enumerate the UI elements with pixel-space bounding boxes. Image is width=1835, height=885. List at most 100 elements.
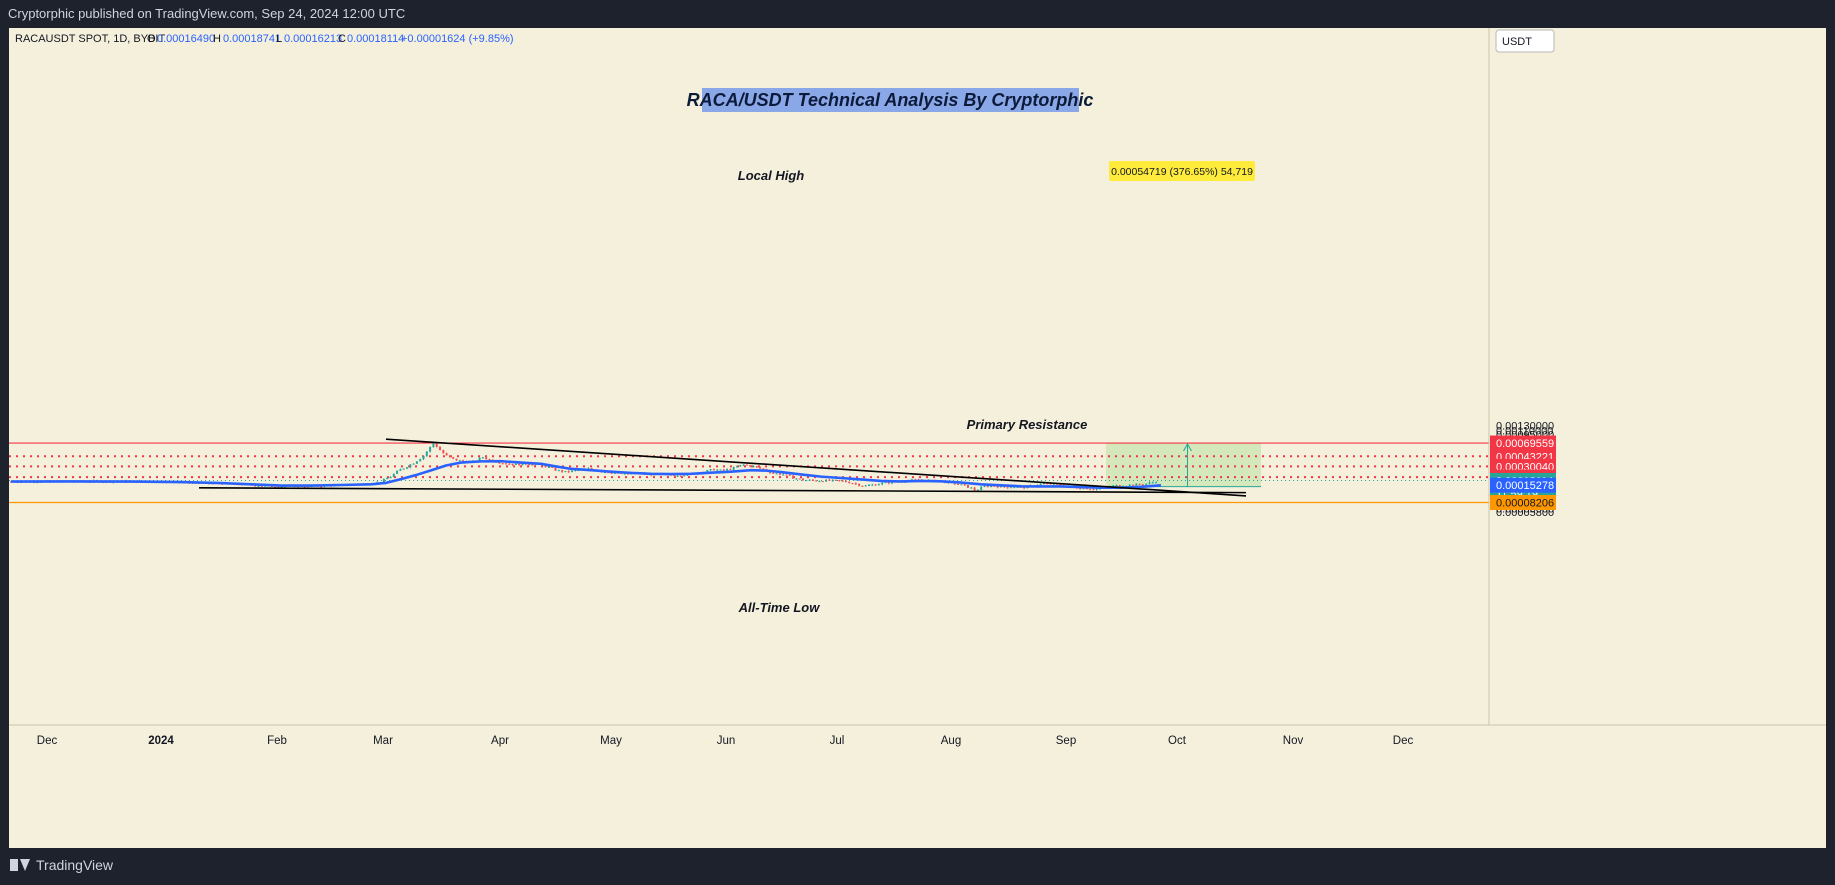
candle-body <box>1085 488 1088 490</box>
candle-body <box>1082 488 1085 490</box>
trendline-descending-resistance[interactable] <box>385 438 1247 497</box>
candle-body <box>1039 483 1042 486</box>
chart-frame[interactable]: RACAUSDT SPOT, 1D, BYBIT O 0.00016490 H … <box>9 28 1826 848</box>
candle-body <box>716 469 719 471</box>
candle-body <box>280 486 283 488</box>
candle-body <box>399 469 402 471</box>
time-axis[interactable]: Dec 2024 Feb Mar Apr May Jun Jul Aug Sep Oct Nov Dec <box>9 724 1826 747</box>
candle-body <box>1052 483 1055 485</box>
symbol-legend: RACAUSDT SPOT, 1D, BYBIT O 0.00016490 H … <box>15 33 514 45</box>
candle-body <box>798 478 801 480</box>
candle-body <box>392 473 395 477</box>
legend-h-label: H <box>213 33 221 45</box>
x-tick-label: Dec <box>1393 735 1414 747</box>
candle-body <box>841 480 844 482</box>
projection-label: 0.00054719 (376.65%) 54,719 <box>1111 166 1253 178</box>
legend-c-label: C <box>338 33 346 45</box>
x-tick-label: Nov <box>1283 735 1304 747</box>
candle-body <box>1115 485 1118 487</box>
x-tick-label: Jul <box>830 735 845 747</box>
candle-body <box>1135 483 1138 486</box>
legend-o-label: O <box>147 33 156 45</box>
candle-body <box>481 457 484 459</box>
candle-body <box>996 486 999 488</box>
candle-body <box>884 482 887 484</box>
y-tick-label: 0.00130000 <box>1496 421 1554 433</box>
y-tick-label: 0.00005800 <box>1496 507 1554 519</box>
candle-body <box>571 470 573 472</box>
chart-title-group: RACA/USDT Technical Analysis By Cryptorp… <box>687 88 1093 112</box>
candle-body <box>1112 485 1115 487</box>
candle-body <box>1132 484 1134 486</box>
candle-body <box>742 464 745 466</box>
candle-body <box>590 468 593 470</box>
candle-body <box>564 471 567 473</box>
price-axis[interactable]: 0.001300000.001100000.000950000.00080000… <box>1488 28 1556 725</box>
candle-body <box>891 481 894 484</box>
x-tick-label: Aug <box>941 735 961 747</box>
candle-body <box>736 466 738 468</box>
candle-body <box>254 485 257 487</box>
candle-body <box>1049 483 1052 485</box>
candle-body <box>835 479 837 481</box>
price-label-resistance: 0.00069559 <box>1496 438 1554 450</box>
candle-body <box>729 469 732 471</box>
legend-change: +0.00001624 (+9.85%) <box>401 33 514 45</box>
candle-body <box>676 475 679 477</box>
candle-body <box>854 483 857 485</box>
candle-body <box>993 485 996 487</box>
candle-body <box>604 472 606 474</box>
candle-body <box>531 464 534 466</box>
candle-body <box>429 446 432 452</box>
candle-body <box>825 479 828 482</box>
candle-body <box>782 474 785 476</box>
candle-body <box>442 450 445 454</box>
candle-body <box>389 476 392 479</box>
legend-l-value: 0.00016213 <box>284 33 342 45</box>
candle-body <box>851 483 854 485</box>
x-tick-label: Dec <box>37 735 58 747</box>
candle-body <box>752 466 755 468</box>
candle-body <box>1138 483 1141 485</box>
candle-body <box>871 484 874 486</box>
projection-arrow-head <box>1183 443 1192 452</box>
candle-body <box>983 486 986 488</box>
candle-body <box>1128 484 1131 486</box>
candle-body <box>386 478 389 480</box>
published-text: Cryptorphic published on TradingView.com… <box>8 6 406 21</box>
candle-body <box>712 469 715 471</box>
candle-body <box>778 473 781 475</box>
candle-body <box>792 475 795 479</box>
price-chart[interactable]: RACAUSDT SPOT, 1D, BYBIT O 0.00016490 H … <box>9 28 1826 848</box>
candle-body <box>1095 488 1098 490</box>
candle-body <box>439 447 441 451</box>
candle-body <box>544 465 547 468</box>
candle-body <box>745 464 748 466</box>
candle-body <box>554 467 557 471</box>
x-tick-label: Sep <box>1056 735 1076 747</box>
local-high-label: Local High <box>738 168 805 183</box>
legend-h-value: 0.00018741 <box>223 33 281 45</box>
x-tick-label: May <box>600 735 622 747</box>
candle-body <box>1013 487 1016 489</box>
candle-body <box>257 486 260 488</box>
tradingview-logo[interactable]: TradingView <box>10 857 113 873</box>
candle-body <box>811 479 814 481</box>
tradingview-logo-icon <box>10 859 30 871</box>
candle-body <box>402 468 405 470</box>
candle-body <box>973 487 976 491</box>
candle-body <box>419 459 422 462</box>
candle-body <box>673 475 676 477</box>
candle-body <box>627 473 630 475</box>
candle-body <box>967 485 969 488</box>
title-highlight <box>702 88 1079 112</box>
candle-body <box>501 463 504 465</box>
candle-body <box>425 451 428 456</box>
candle-body <box>858 483 861 486</box>
candle-body <box>980 486 983 491</box>
candle-body <box>772 472 775 474</box>
candle-body <box>831 479 834 481</box>
currency-button[interactable] <box>1495 29 1555 53</box>
candle-body <box>848 482 851 484</box>
trendline-support[interactable] <box>198 487 1247 494</box>
